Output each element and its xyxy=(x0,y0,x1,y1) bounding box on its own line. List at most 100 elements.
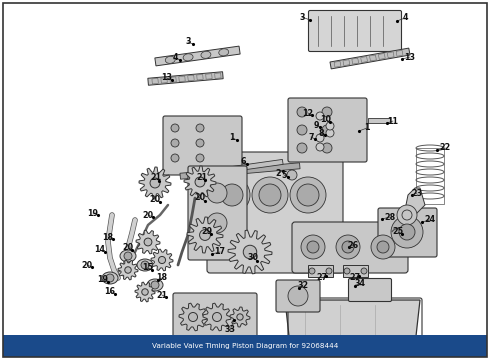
Text: 14: 14 xyxy=(95,246,105,255)
Text: 30: 30 xyxy=(247,252,259,261)
Circle shape xyxy=(125,267,131,273)
Circle shape xyxy=(144,238,152,246)
Circle shape xyxy=(221,184,243,206)
Circle shape xyxy=(322,143,332,153)
Circle shape xyxy=(196,154,204,162)
Ellipse shape xyxy=(120,250,136,262)
Circle shape xyxy=(361,268,367,274)
Bar xyxy=(152,78,158,84)
Circle shape xyxy=(171,139,179,147)
Ellipse shape xyxy=(102,272,118,284)
Text: 21: 21 xyxy=(196,172,208,181)
Polygon shape xyxy=(230,307,250,327)
Circle shape xyxy=(371,235,395,259)
Text: 23: 23 xyxy=(412,189,422,198)
Polygon shape xyxy=(179,303,207,331)
Text: 13: 13 xyxy=(405,53,416,62)
Polygon shape xyxy=(139,167,171,199)
Circle shape xyxy=(106,274,114,282)
Bar xyxy=(396,50,403,56)
Text: 4: 4 xyxy=(172,54,178,63)
Text: 12: 12 xyxy=(302,108,314,117)
Text: 9: 9 xyxy=(313,121,319,130)
Bar xyxy=(206,74,212,79)
Circle shape xyxy=(288,286,308,306)
Circle shape xyxy=(150,178,160,188)
Bar xyxy=(330,48,410,69)
Text: 3: 3 xyxy=(299,13,305,22)
Circle shape xyxy=(344,268,350,274)
Text: 8: 8 xyxy=(318,129,324,138)
FancyBboxPatch shape xyxy=(309,10,401,51)
Circle shape xyxy=(326,129,334,137)
Text: 24: 24 xyxy=(424,216,436,225)
FancyBboxPatch shape xyxy=(173,293,257,342)
Circle shape xyxy=(322,125,332,135)
Text: 3: 3 xyxy=(185,37,191,46)
Ellipse shape xyxy=(137,259,153,271)
Text: Variable Valve Timing Piston Diagram for 92068444: Variable Valve Timing Piston Diagram for… xyxy=(152,343,338,349)
Text: 28: 28 xyxy=(384,212,395,221)
FancyBboxPatch shape xyxy=(348,279,392,302)
Bar xyxy=(343,265,368,277)
FancyBboxPatch shape xyxy=(378,208,437,257)
Polygon shape xyxy=(135,282,155,302)
FancyBboxPatch shape xyxy=(188,166,247,260)
Circle shape xyxy=(158,256,166,264)
FancyBboxPatch shape xyxy=(292,222,408,273)
Text: 19: 19 xyxy=(88,208,98,217)
Circle shape xyxy=(297,143,307,153)
Circle shape xyxy=(195,177,205,187)
Text: 7: 7 xyxy=(308,132,314,141)
Ellipse shape xyxy=(219,49,229,56)
Text: 5: 5 xyxy=(281,171,287,180)
Bar xyxy=(369,55,376,61)
Circle shape xyxy=(243,245,257,259)
Text: 20: 20 xyxy=(81,261,93,270)
Text: 31: 31 xyxy=(293,343,303,352)
Text: 25: 25 xyxy=(392,228,404,237)
Bar xyxy=(155,46,240,66)
Circle shape xyxy=(287,170,297,180)
Ellipse shape xyxy=(165,56,175,63)
Text: 33: 33 xyxy=(224,325,236,334)
FancyBboxPatch shape xyxy=(276,280,320,312)
Circle shape xyxy=(171,124,179,132)
Circle shape xyxy=(171,154,179,162)
Ellipse shape xyxy=(183,54,193,61)
Bar xyxy=(343,60,350,66)
Bar xyxy=(161,78,167,83)
Polygon shape xyxy=(118,260,138,280)
Circle shape xyxy=(316,143,324,151)
Circle shape xyxy=(214,177,250,213)
Bar xyxy=(308,265,333,277)
Circle shape xyxy=(399,224,415,240)
Bar xyxy=(215,73,221,78)
Circle shape xyxy=(252,177,288,213)
Circle shape xyxy=(237,314,243,320)
Circle shape xyxy=(322,107,332,117)
Polygon shape xyxy=(285,300,420,345)
Polygon shape xyxy=(184,166,216,198)
Text: 26: 26 xyxy=(347,240,359,249)
Circle shape xyxy=(297,125,307,135)
Circle shape xyxy=(377,241,389,253)
Ellipse shape xyxy=(201,51,211,58)
Polygon shape xyxy=(228,230,272,274)
Bar xyxy=(352,58,359,64)
Circle shape xyxy=(259,184,281,206)
Bar xyxy=(334,61,341,67)
Bar xyxy=(188,75,194,81)
Text: 10: 10 xyxy=(320,116,332,125)
Bar xyxy=(218,159,283,174)
Bar xyxy=(416,148,444,204)
Text: 2: 2 xyxy=(275,168,281,177)
Circle shape xyxy=(326,122,334,130)
Text: 29: 29 xyxy=(201,228,213,237)
Text: 15: 15 xyxy=(143,264,153,273)
Text: 4: 4 xyxy=(402,13,408,22)
Circle shape xyxy=(151,281,159,289)
Circle shape xyxy=(124,252,132,260)
Polygon shape xyxy=(151,249,173,271)
Circle shape xyxy=(309,268,315,274)
